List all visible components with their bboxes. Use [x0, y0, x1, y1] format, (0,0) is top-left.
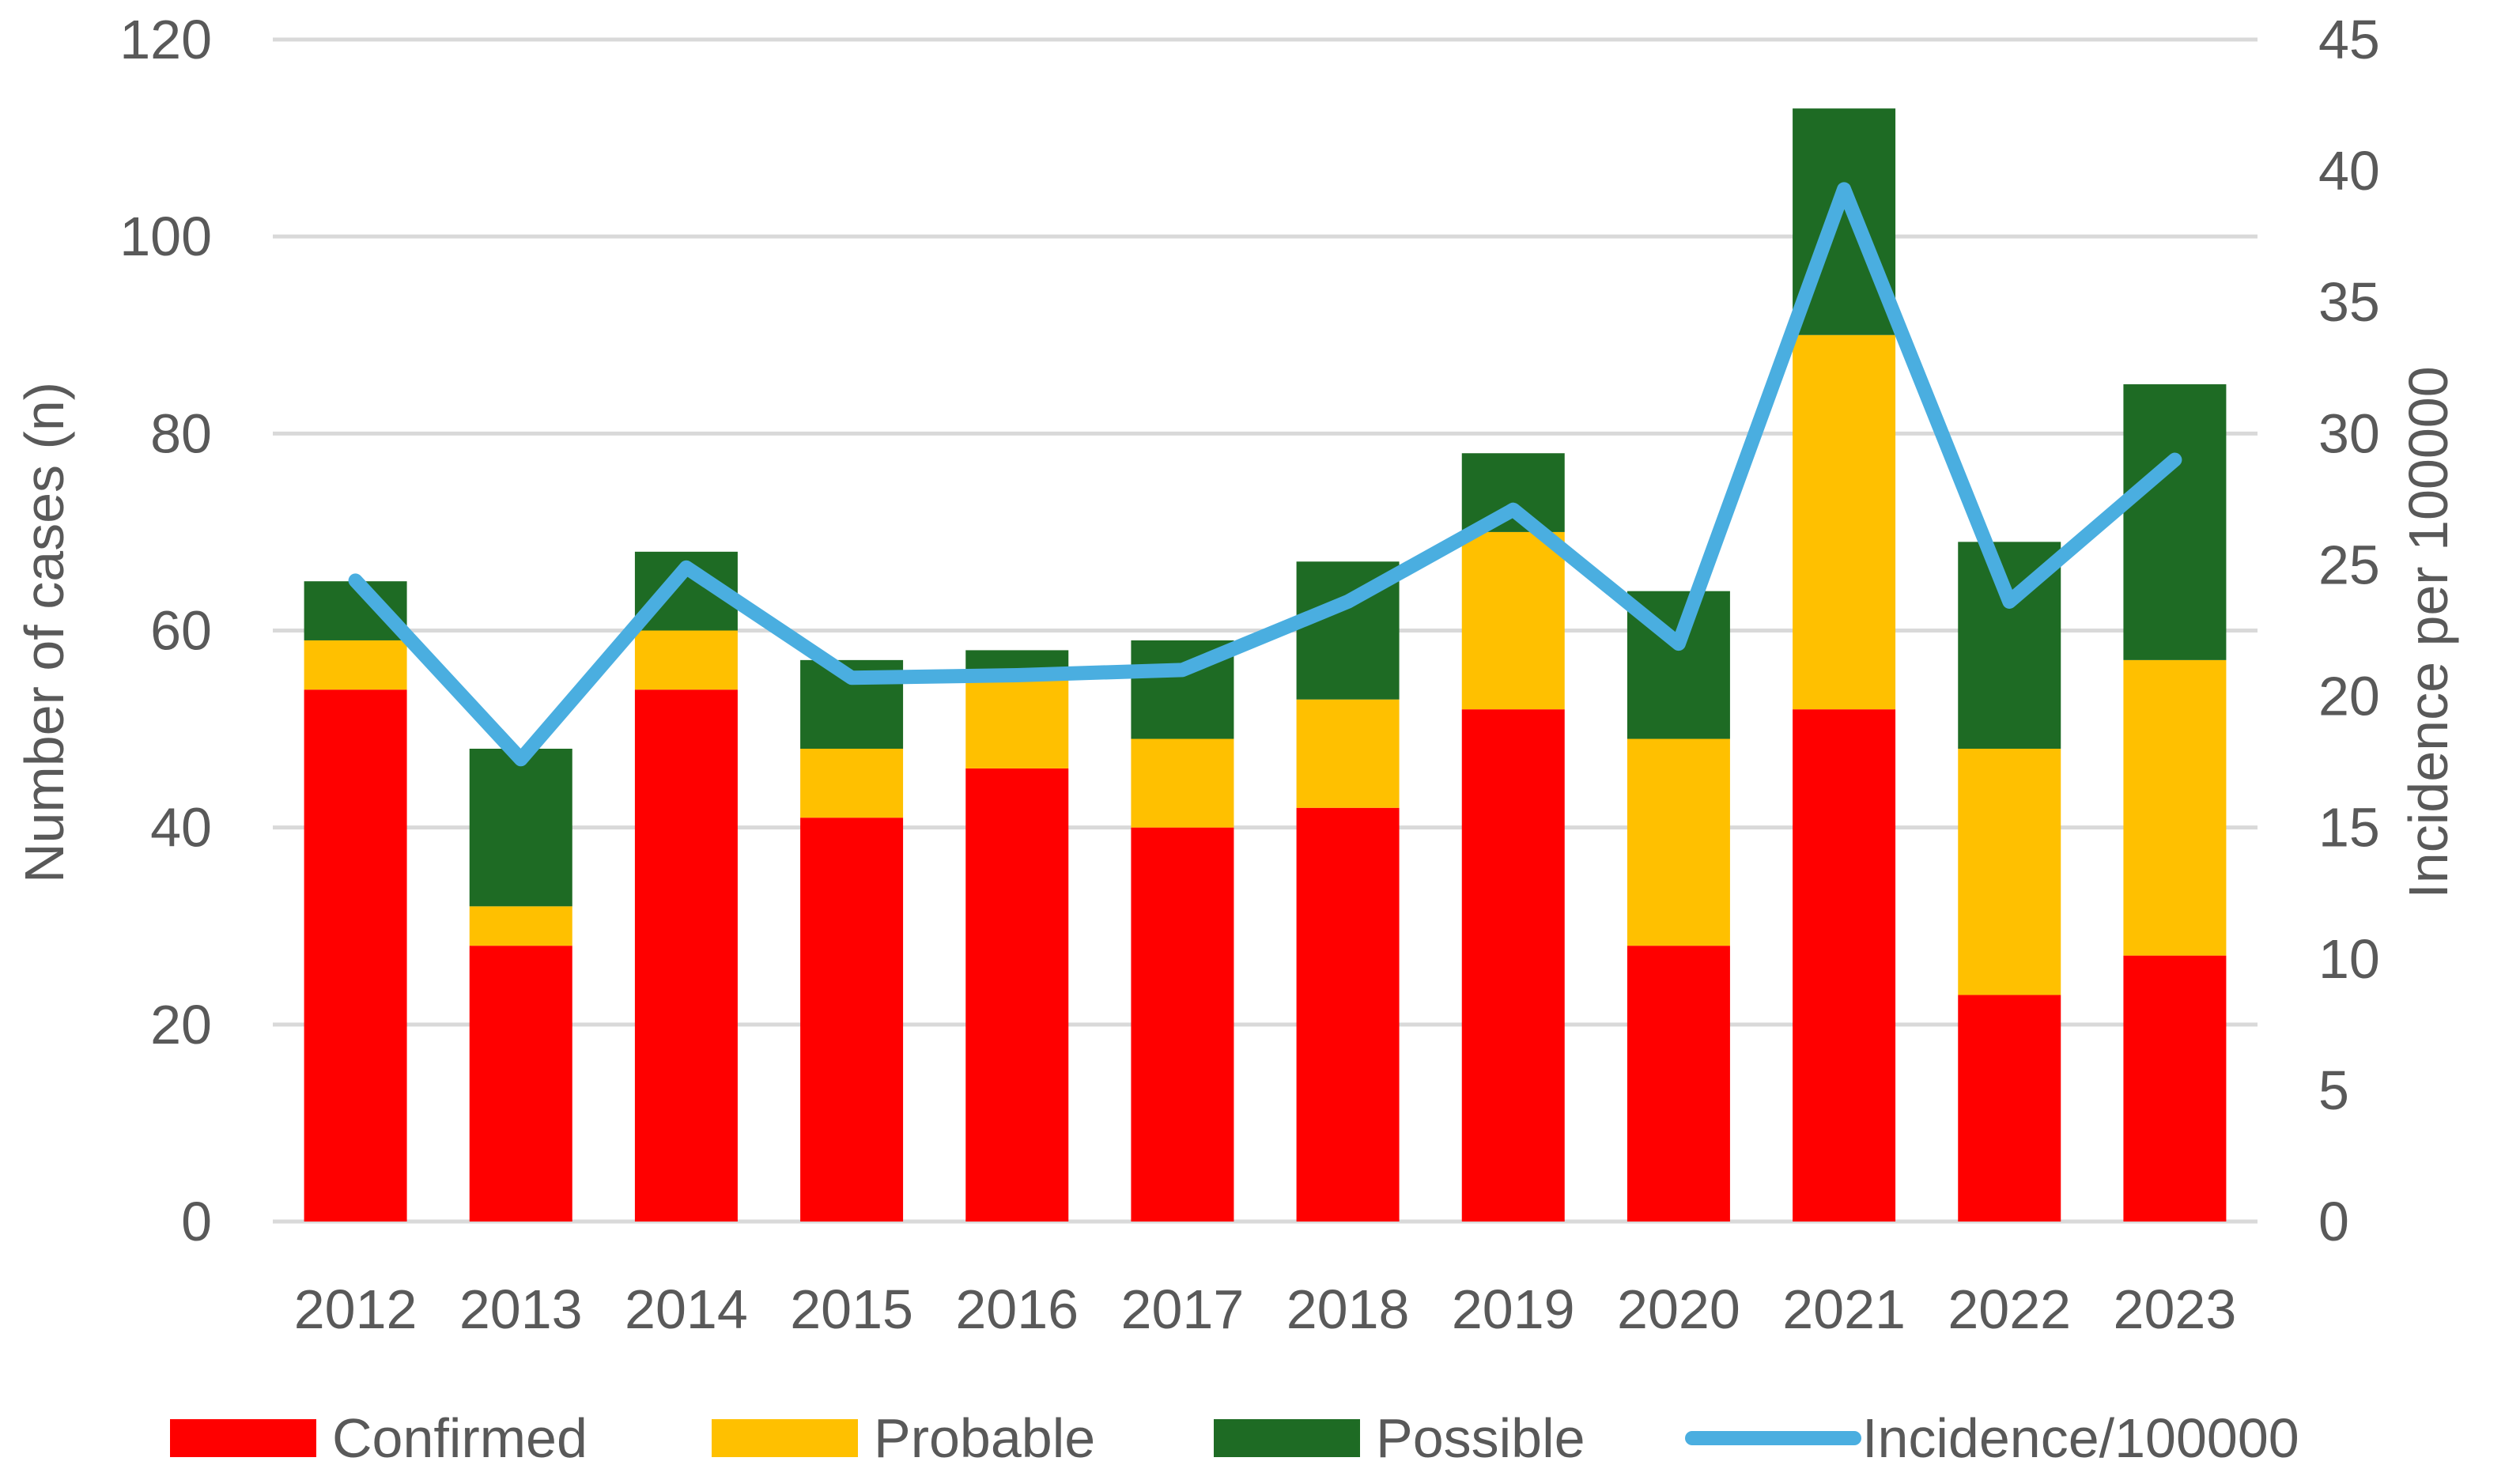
incidence-point-2021 [1843, 188, 1846, 191]
bar-confirmed-2017 [1131, 827, 1234, 1222]
y2-tick-label-45: 45 [2318, 9, 2380, 70]
bar-probable-2014 [634, 630, 738, 690]
y2-axis-ticks: 0 5 10 15 20 25 30 35 40 45 [2318, 9, 2380, 1252]
incidence-point-2020 [1677, 643, 1679, 645]
x-tick-label-2021: 2021 [1782, 1278, 1906, 1340]
incidence-point-2015 [851, 677, 853, 679]
y-tick-label-0: 0 [181, 1191, 212, 1252]
bar-possible-2019 [1461, 453, 1565, 532]
incidence-point-2019 [1512, 508, 1514, 511]
bar-probable-2018 [1296, 699, 1400, 808]
x-tick-label-2013: 2013 [459, 1278, 583, 1340]
bar-probable-2019 [1461, 531, 1565, 710]
y2-axis-title: Incidence per 100000 [2397, 366, 2459, 898]
bar-probable-2017 [1131, 738, 1234, 828]
bar-probable-2015 [800, 749, 904, 818]
y2-tick-label-0: 0 [2318, 1191, 2349, 1252]
bar-possible-2023 [2123, 384, 2227, 660]
incidence-point-2022 [2008, 600, 2011, 602]
x-tick-label-2020: 2020 [1617, 1278, 1740, 1340]
x-tick-label-2017: 2017 [1121, 1278, 1245, 1340]
bar-probable-2016 [965, 679, 1069, 768]
y-axis-ticks: 0 20 40 60 80 100 120 [119, 9, 212, 1252]
y-axis-title: Number of cases (n) [13, 382, 75, 883]
incidence-point-2012 [354, 580, 357, 582]
x-tick-label-2023: 2023 [2114, 1278, 2237, 1340]
x-tick-label-2018: 2018 [1287, 1278, 1410, 1340]
y-tick-label-20: 20 [150, 994, 212, 1055]
x-tick-label-2016: 2016 [955, 1278, 1079, 1340]
y2-tick-label-30: 30 [2318, 402, 2380, 464]
y-tick-label-40: 40 [150, 797, 212, 859]
bar-confirmed-2015 [800, 818, 904, 1222]
y-tick-label-80: 80 [150, 402, 212, 464]
y2-tick-label-15: 15 [2318, 797, 2380, 859]
bar-confirmed-2016 [965, 768, 1069, 1222]
incidence-line [348, 182, 2182, 767]
y2-tick-label-10: 10 [2318, 928, 2380, 990]
incidence-line-path [348, 182, 2182, 767]
bar-confirmed-2012 [304, 689, 407, 1222]
incidence-point-2017 [1181, 669, 1184, 671]
bar-confirmed-2020 [1627, 946, 1730, 1222]
incidence-point-2014 [685, 566, 687, 568]
legend-swatch-confirmed [170, 1419, 316, 1457]
incidence-point-2018 [1347, 600, 1349, 602]
x-tick-label-2022: 2022 [1948, 1278, 2071, 1340]
x-tick-label-2012: 2012 [294, 1278, 418, 1340]
y-tick-label-100: 100 [119, 206, 212, 267]
x-tick-label-2019: 2019 [1452, 1278, 1575, 1340]
bars [304, 108, 2227, 1222]
x-axis-ticks: 2012 2013 2014 2015 2016 2017 2018 2019 2020 2021… [294, 1278, 2237, 1340]
legend-label-probable: Probable [874, 1407, 1095, 1469]
bar-probable-2012 [304, 640, 407, 690]
bar-confirmed-2019 [1461, 709, 1565, 1222]
bar-probable-2023 [2123, 659, 2227, 956]
bar-confirmed-2021 [1793, 709, 1896, 1222]
incidence-point-2016 [1016, 674, 1018, 676]
y-tick-label-120: 120 [119, 9, 212, 70]
gridlines [273, 37, 2258, 1224]
y2-tick-label-20: 20 [2318, 666, 2380, 727]
legend-swatch-possible [1214, 1419, 1360, 1457]
bar-probable-2013 [469, 906, 572, 946]
x-tick-label-2015: 2015 [790, 1278, 913, 1340]
bar-confirmed-2013 [469, 946, 572, 1222]
bar-possible-2013 [469, 749, 572, 907]
bar-probable-2022 [1958, 749, 2061, 995]
incidence-point-2013 [520, 758, 522, 761]
legend: Confirmed Probable Possible Incidence/10000… [170, 1407, 2299, 1469]
x-tick-label-2014: 2014 [625, 1278, 748, 1340]
bar-confirmed-2014 [634, 689, 738, 1222]
y2-tick-label-40: 40 [2318, 140, 2380, 202]
legend-label-possible: Possible [1376, 1407, 1585, 1469]
bar-probable-2021 [1793, 334, 1896, 710]
bar-confirmed-2023 [2123, 955, 2227, 1222]
legend-label-incidence-100000: Incidence/100000 [1862, 1407, 2299, 1469]
incidence-point-2023 [2174, 459, 2176, 461]
y2-tick-label-25: 25 [2318, 534, 2380, 595]
y2-tick-label-5: 5 [2318, 1059, 2349, 1121]
y-tick-label-60: 60 [150, 600, 212, 662]
bar-confirmed-2018 [1296, 807, 1400, 1222]
legend-swatch-probable [712, 1419, 858, 1457]
y2-tick-label-35: 35 [2318, 271, 2380, 333]
legend-label-confirmed: Confirmed [332, 1407, 588, 1469]
bar-confirmed-2022 [1958, 995, 2061, 1222]
bar-probable-2020 [1627, 738, 1730, 946]
